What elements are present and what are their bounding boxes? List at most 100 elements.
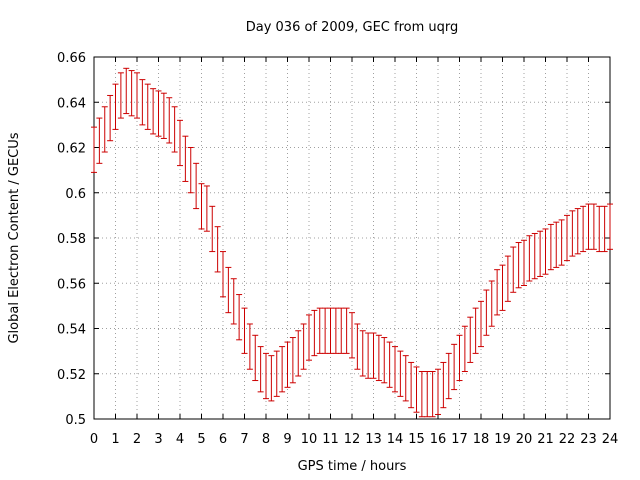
error-bar (107, 94, 114, 142)
x-tick-label: 0 (90, 432, 98, 447)
error-bar (220, 251, 226, 298)
error-bar (284, 341, 291, 388)
x-tick-label: 20 (516, 432, 533, 447)
error-bar (467, 316, 474, 363)
error-bar (117, 72, 124, 119)
error-bar (542, 228, 549, 275)
error-bar (327, 307, 334, 354)
error-bar (338, 307, 345, 354)
axis-ticks: 0 1 2 3 4 5 6 7 8 9 10 11 12 13 14 15 16 17 18 19 20 21 22 23 24… (57, 51, 618, 447)
error-bar (601, 205, 608, 253)
error-bar (273, 350, 280, 397)
error-bar (155, 90, 162, 137)
error-bar (445, 352, 452, 400)
error-bar (306, 314, 312, 361)
error-bar (123, 67, 130, 115)
error-bar (354, 323, 361, 370)
error-bar (370, 332, 377, 379)
error-bar (510, 246, 517, 293)
error-bar (590, 203, 597, 250)
error-bar (150, 88, 157, 135)
error-bar (408, 361, 415, 409)
error-bar (236, 294, 243, 341)
error-bar (515, 242, 522, 289)
error-bar (494, 269, 501, 316)
error-bar (553, 221, 560, 268)
error-bar (209, 205, 216, 253)
x-tick-label: 16 (430, 432, 447, 447)
error-bar (214, 226, 221, 273)
error-bar (198, 183, 205, 230)
error-bar (375, 334, 382, 382)
error-bar (521, 239, 527, 287)
error-bar (139, 79, 146, 126)
error-bar (418, 370, 425, 418)
error-bar (128, 70, 135, 117)
y-tick-label: 0.66 (57, 51, 86, 66)
error-bar (91, 126, 97, 173)
error-bar (203, 185, 210, 232)
error-bar (316, 307, 323, 354)
x-tick-label: 9 (283, 432, 291, 447)
error-bar (263, 352, 269, 400)
error-bar (225, 266, 232, 314)
error-bar (311, 309, 318, 357)
error-bar (349, 312, 355, 359)
error-bar (182, 135, 189, 182)
x-tick-label: 7 (240, 432, 248, 447)
error-bar (268, 355, 275, 402)
error-bar (359, 330, 366, 377)
error-bar (96, 117, 103, 164)
x-tick-label: 12 (344, 432, 361, 447)
error-bar (483, 289, 490, 336)
x-axis-label: GPS time / hours (298, 459, 407, 474)
error-bar (332, 307, 339, 354)
y-tick-label: 0.54 (57, 323, 86, 338)
error-bar (365, 332, 372, 379)
error-bar (585, 203, 592, 250)
error-bar (461, 325, 468, 372)
x-tick-label: 18 (473, 432, 490, 447)
y-tick-label: 0.52 (57, 368, 86, 383)
error-bar (456, 334, 463, 382)
error-bar (166, 97, 173, 144)
error-bar (504, 255, 511, 302)
error-bar (564, 214, 570, 262)
error-bar (472, 307, 479, 354)
error-bar (558, 219, 565, 266)
y-tick-label: 0.56 (57, 277, 86, 292)
x-tick-label: 22 (559, 432, 576, 447)
x-tick-label: 14 (387, 432, 404, 447)
y-tick-label: 0.6 (65, 187, 86, 202)
error-bar (241, 307, 248, 354)
error-bar (322, 307, 329, 354)
error-bar (289, 337, 296, 384)
x-tick-label: 10 (301, 432, 318, 447)
y-tick-label: 0.62 (57, 142, 86, 157)
x-tick-label: 15 (408, 432, 425, 447)
error-bar (300, 323, 307, 370)
error-bar (392, 346, 398, 393)
error-bar (177, 119, 183, 167)
x-tick-label: 1 (111, 432, 119, 447)
error-bar (413, 366, 420, 413)
error-bar (537, 230, 544, 277)
error-bar (171, 106, 178, 153)
x-tick-label: 24 (602, 432, 619, 447)
error-bar (230, 278, 237, 325)
y-tick-label: 0.64 (57, 96, 86, 111)
error-bar (134, 72, 140, 119)
grid (94, 57, 610, 419)
error-bar (252, 334, 259, 382)
error-bar (101, 106, 108, 153)
x-tick-label: 6 (219, 432, 227, 447)
error-bar (580, 205, 587, 253)
error-bar (386, 341, 393, 388)
error-bar (607, 203, 613, 250)
error-bar (246, 323, 253, 370)
error-bar (295, 330, 302, 377)
x-tick-label: 17 (451, 432, 468, 447)
error-bar (144, 83, 151, 130)
error-bar (596, 205, 603, 253)
